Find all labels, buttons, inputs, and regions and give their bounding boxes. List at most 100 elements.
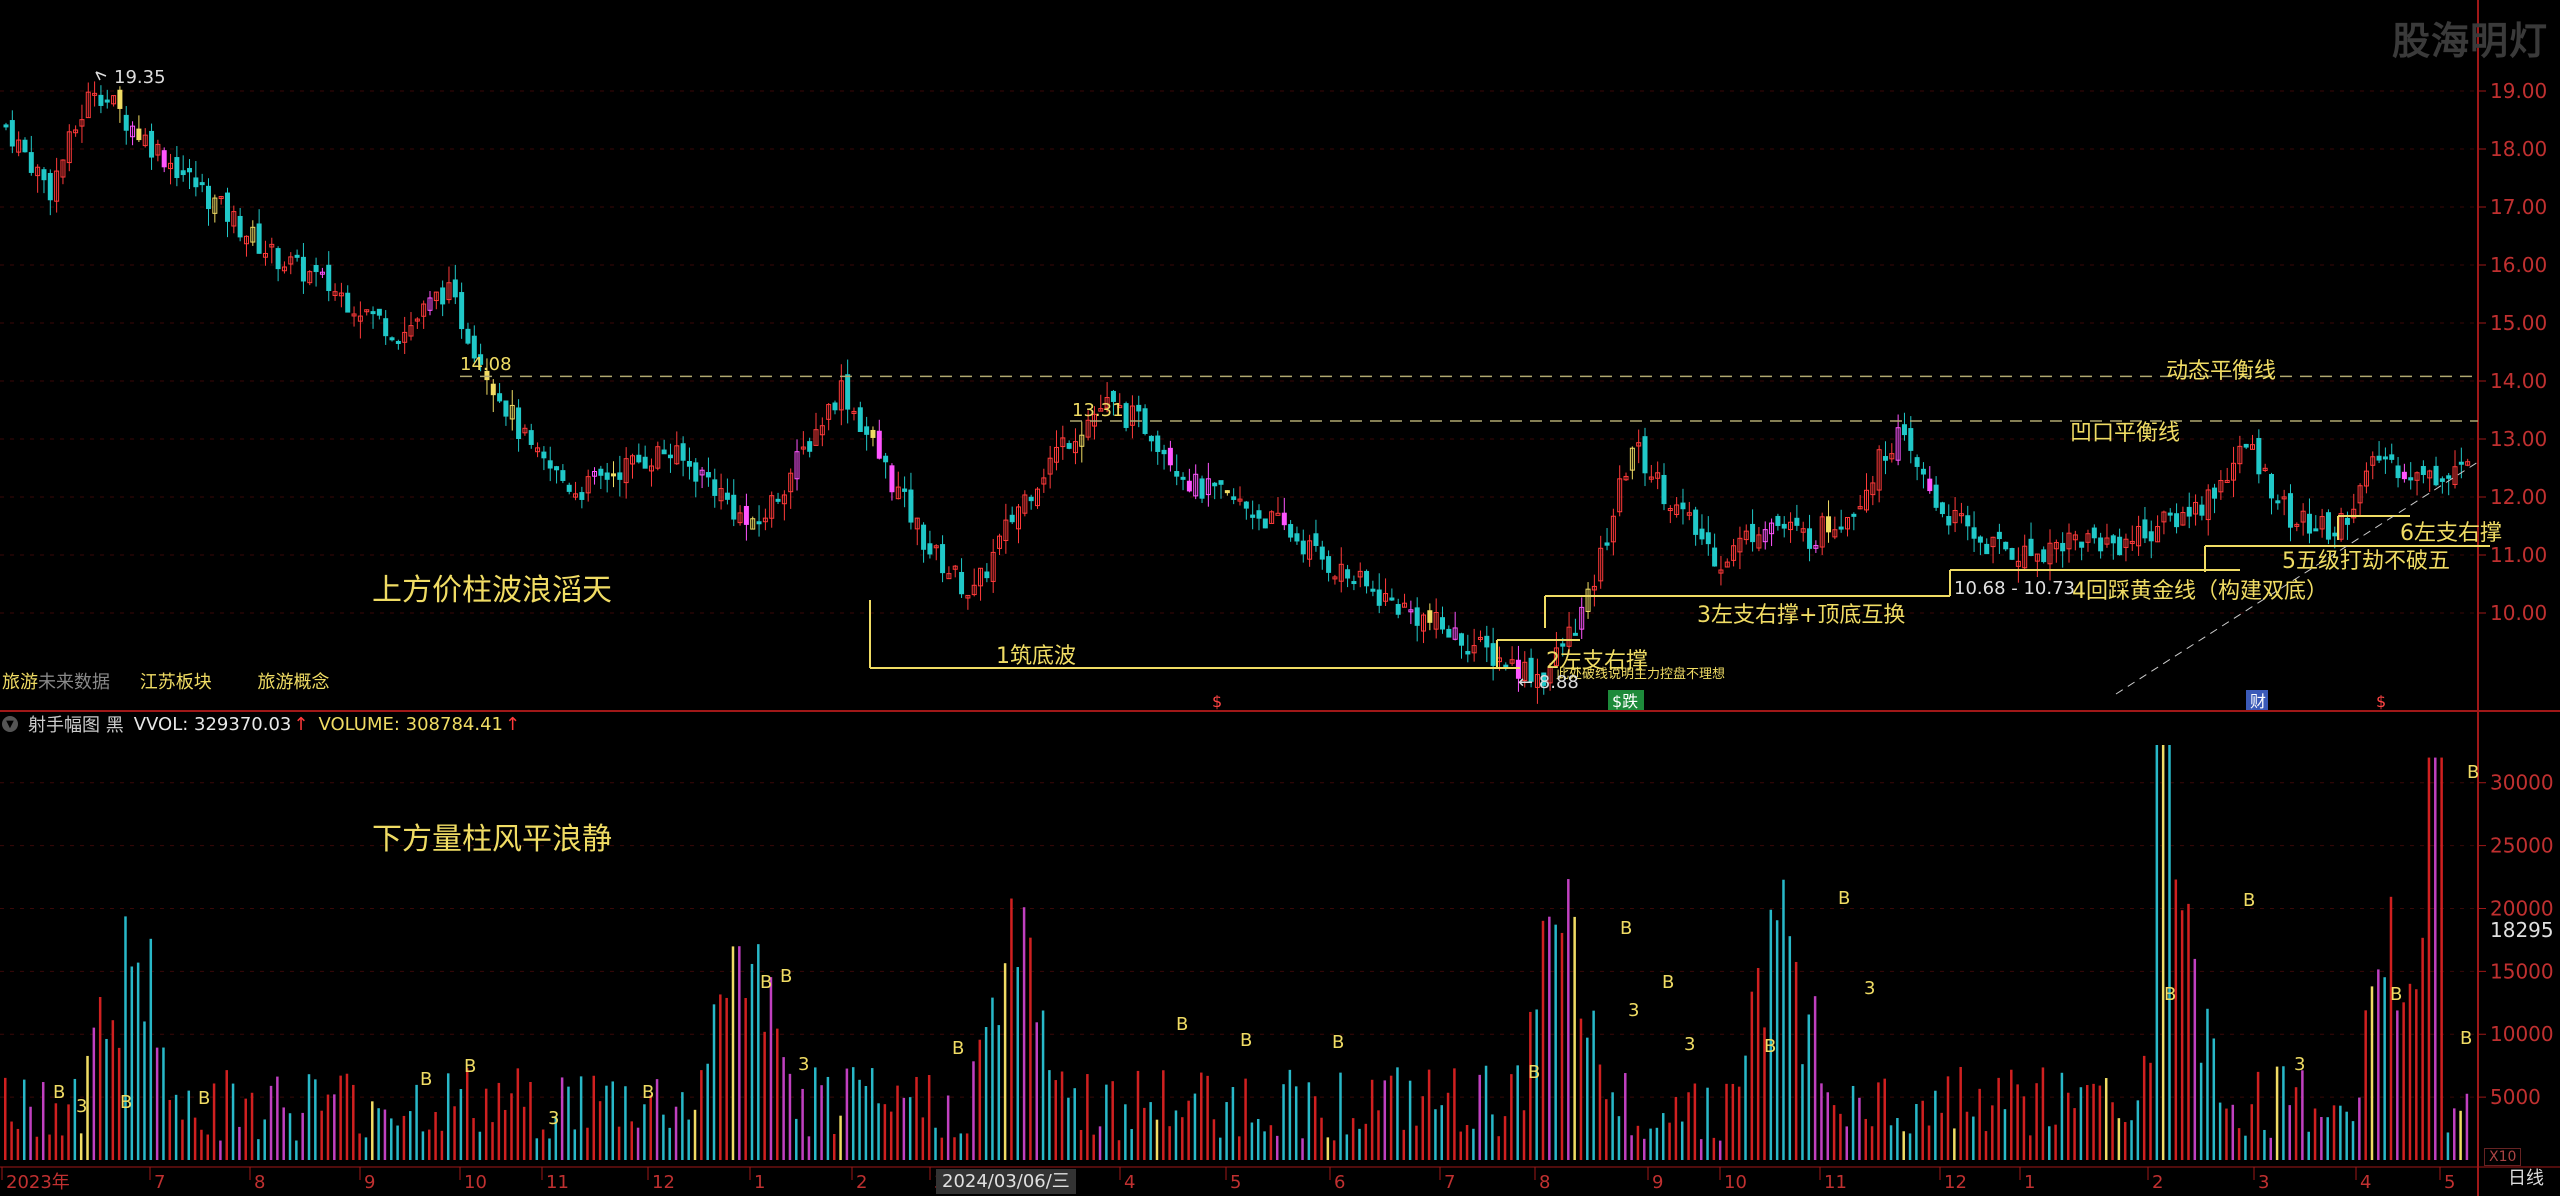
candle-body bbox=[1477, 636, 1483, 640]
candle-body bbox=[1288, 524, 1294, 538]
volume-signal: B bbox=[2390, 984, 2402, 1005]
volume-bar bbox=[1421, 1096, 1425, 1160]
candle-body bbox=[1218, 480, 1224, 485]
tag-future-data[interactable]: 未来数据 bbox=[38, 672, 110, 693]
volume-bar bbox=[801, 1088, 804, 1160]
candle-body bbox=[2066, 532, 2072, 550]
volume-bar bbox=[2421, 937, 2424, 1160]
volume-bar bbox=[1541, 920, 1545, 1160]
candle-body bbox=[655, 446, 661, 469]
volume-bar bbox=[440, 1130, 444, 1160]
volume-bar bbox=[997, 1025, 1001, 1160]
volume-bar bbox=[206, 1134, 210, 1160]
candle-body bbox=[1984, 543, 1990, 555]
candle-body bbox=[541, 451, 547, 459]
volume-tick-label: 20000 bbox=[2490, 896, 2554, 920]
volume-bar bbox=[782, 1057, 785, 1160]
volume-bar bbox=[427, 1129, 431, 1160]
candle-body bbox=[1800, 528, 1806, 533]
stage-3-label: 3左支右撑+顶底互换 bbox=[1697, 603, 1905, 628]
candle-body bbox=[2287, 493, 2293, 528]
candle-body bbox=[307, 271, 313, 284]
volume-bar bbox=[4, 1077, 7, 1160]
volume-bar bbox=[1377, 1110, 1380, 1160]
candle-body bbox=[554, 466, 560, 471]
candle-body bbox=[1509, 659, 1515, 664]
volume-bar bbox=[1320, 1117, 1323, 1160]
candle-body bbox=[28, 152, 34, 173]
candle-body bbox=[1034, 488, 1040, 507]
volume-bar bbox=[1092, 1134, 1095, 1160]
candle-body bbox=[2091, 527, 2097, 539]
candle-body bbox=[1174, 471, 1180, 477]
volume-bar bbox=[750, 963, 754, 1160]
volume-bar bbox=[434, 1111, 437, 1160]
volume-bar bbox=[1174, 1110, 1178, 1160]
volume-bar bbox=[1807, 1014, 1811, 1160]
candle-body bbox=[313, 264, 319, 273]
price-tick-label: 18.00 bbox=[2490, 137, 2547, 161]
stage-4-label: 4回踩黄金线（构建双底） bbox=[2072, 579, 2328, 604]
volume-bar bbox=[238, 1126, 241, 1160]
candle-body bbox=[902, 488, 908, 492]
volume-bar bbox=[117, 1047, 121, 1160]
volume-bar bbox=[339, 1075, 342, 1160]
period-label[interactable]: 日线 bbox=[2508, 1168, 2544, 1189]
candle-body bbox=[737, 512, 743, 524]
volume-signal: 3 bbox=[76, 1096, 87, 1117]
volume-bar bbox=[2320, 1116, 2323, 1160]
candle-body bbox=[1224, 490, 1230, 494]
candle-body bbox=[1262, 518, 1268, 529]
indicator-name[interactable]: 射手幅图 黑 bbox=[28, 715, 124, 736]
volume-signal: B bbox=[2467, 762, 2479, 783]
x-tick-label: 2023年 bbox=[6, 1172, 70, 1193]
candle-body bbox=[952, 565, 958, 570]
volume-bar bbox=[1389, 1075, 1393, 1160]
collapse-icon[interactable]: ▼ bbox=[2, 716, 18, 732]
candle-body bbox=[471, 335, 477, 359]
volume-bar bbox=[1193, 1093, 1197, 1160]
volume-bar bbox=[548, 1138, 551, 1160]
volume-bar bbox=[2377, 969, 2380, 1160]
level-13-label: 13.31 bbox=[1072, 400, 1124, 421]
event-marker: $跌 bbox=[1612, 692, 1638, 711]
volume-bar bbox=[902, 1097, 906, 1160]
tag-stock[interactable]: 旅游 bbox=[2, 672, 38, 693]
candle-body bbox=[2110, 535, 2116, 544]
price-tick-label: 11.00 bbox=[2490, 543, 2547, 567]
candle-body bbox=[560, 470, 566, 481]
volume-bar bbox=[1269, 1125, 1273, 1160]
candle-body bbox=[1819, 516, 1825, 548]
tag-concept[interactable]: 旅游概念 bbox=[257, 672, 330, 693]
volume-bar bbox=[282, 1107, 285, 1160]
candle-body bbox=[281, 266, 287, 272]
candle-body bbox=[997, 535, 1003, 549]
candle-body bbox=[1756, 534, 1762, 549]
candle-body bbox=[1585, 588, 1591, 612]
volume-bar bbox=[73, 1078, 77, 1160]
candle-body bbox=[1402, 602, 1408, 608]
x-tick-label: 10 bbox=[1724, 1172, 1747, 1193]
x-tick-label: 1 bbox=[2024, 1172, 2035, 1193]
stage-5-label: 5五级打劫不破五 bbox=[2282, 549, 2450, 574]
x-scale-badge[interactable]: X10 bbox=[2484, 1148, 2522, 1166]
volume-bar bbox=[1434, 1109, 1437, 1160]
volume-bar bbox=[1788, 936, 1792, 1160]
volume-bar bbox=[1168, 1126, 1171, 1160]
candle-body bbox=[478, 354, 484, 365]
candle-body bbox=[174, 157, 180, 179]
volume-bar bbox=[1067, 1097, 1070, 1160]
volume-bar bbox=[1187, 1100, 1190, 1160]
price-tick-label: 17.00 bbox=[2490, 195, 2547, 219]
volume-bar bbox=[1706, 1087, 1709, 1160]
candle-body bbox=[269, 243, 275, 248]
tag-sector[interactable]: 江苏板块 bbox=[139, 672, 212, 693]
candle-body bbox=[1863, 489, 1869, 511]
volume-bar bbox=[1212, 1119, 1216, 1160]
volume-signal: B bbox=[1176, 1014, 1188, 1035]
candle-body bbox=[35, 166, 41, 177]
candle-body bbox=[573, 493, 579, 498]
volume-tick-label: 30000 bbox=[2490, 771, 2554, 795]
volume-bar bbox=[1143, 1107, 1146, 1160]
